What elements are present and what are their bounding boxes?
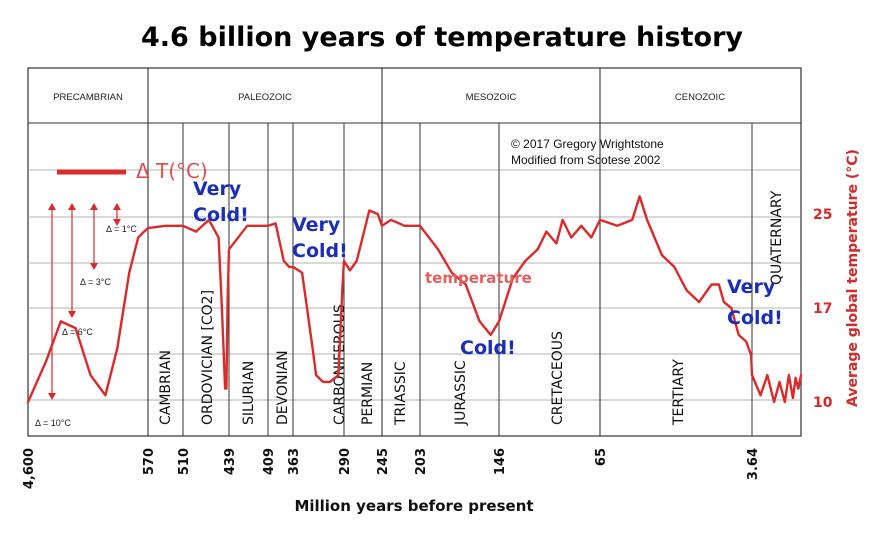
- delta-arrow-head: [48, 393, 56, 400]
- plot-frame: [27, 67, 802, 437]
- era-label: PRECAMBRIAN: [53, 92, 123, 103]
- credit-line-1: © 2017 Gregory Wrightstone: [511, 137, 664, 151]
- period-label: ORDOVICIAN [CO2]: [200, 290, 216, 425]
- period-label: TRIASSIC: [393, 361, 409, 426]
- y-tick-label: 17: [813, 301, 832, 317]
- y-axis-label: Average global temperature (°C): [845, 149, 861, 407]
- series-label: temperature: [425, 269, 532, 287]
- period-label: JURASSIC: [453, 360, 469, 426]
- period-label: DEVONIAN: [275, 350, 291, 425]
- x-tick-label: 409: [262, 448, 277, 475]
- plot-border: [27, 67, 802, 437]
- delta-arrow-head: [90, 203, 98, 210]
- delta-arrow-head: [48, 203, 56, 210]
- chart-title: 4.6 billion years of temperature history: [141, 22, 743, 53]
- delta-arrow-head: [68, 311, 76, 318]
- x-tick-label: 363: [287, 448, 302, 475]
- credit-line-2: Modified from Scotese 2002: [511, 153, 661, 167]
- delta-label: Δ = 10°C: [35, 418, 71, 428]
- annotation-very-3: Very: [727, 276, 776, 298]
- era-label: MESOZOIC: [466, 92, 517, 103]
- period-label: TERTIARY: [671, 359, 687, 426]
- x-tick-label: 65: [594, 448, 609, 466]
- period-label: SILURIAN: [241, 361, 257, 425]
- era-label: PALEOZOIC: [238, 92, 292, 103]
- x-tick-label: 439: [223, 448, 238, 475]
- annotation-cold-4: Cold!: [460, 337, 516, 359]
- y-tick-labels: 25 17 10: [813, 207, 833, 411]
- delta-arrow-head: [113, 203, 121, 210]
- x-tick-labels: 4,600 570 510 439 409 363 290 245 203 146 65 3.64: [22, 448, 761, 489]
- x-tick-label: 3.64: [746, 448, 761, 480]
- x-axis-label: Million years before present: [294, 497, 533, 515]
- annotation-very-2: Very: [292, 214, 341, 236]
- period-label: CAMBRIAN: [158, 350, 174, 425]
- era-label: CENOZOIC: [675, 92, 725, 103]
- x-tick-label: 203: [414, 448, 429, 475]
- x-tick-label: 290: [338, 448, 353, 475]
- delta-arrow-head: [90, 263, 98, 270]
- period-label: CRETACEOUS: [550, 331, 566, 425]
- period-label: PERMIAN: [360, 362, 376, 425]
- delta-arrow-head: [68, 203, 76, 210]
- annotation-very-1: Very: [193, 178, 242, 200]
- x-tick-label: 570: [142, 448, 157, 475]
- x-tick-label: 245: [376, 448, 391, 475]
- annotation-cold-2: Cold!: [292, 240, 348, 262]
- x-tick-label: 146: [493, 448, 508, 475]
- y-tick-label: 10: [813, 395, 833, 411]
- delta-arrow-head: [113, 219, 121, 226]
- delta-label: Δ = 3°C: [80, 277, 111, 287]
- annotation-cold-3: Cold!: [727, 307, 783, 329]
- era-header: PRECAMBRIAN PALEOZOIC MESOZOIC CENOZOIC: [53, 92, 725, 103]
- x-tick-label: 510: [177, 448, 192, 475]
- y-tick-label: 25: [813, 207, 832, 223]
- annotation-cold-1: Cold!: [193, 204, 249, 226]
- period-label: QUATERNARY: [769, 190, 785, 285]
- x-tick-label: 4,600: [22, 448, 37, 489]
- temperature-line: [26, 195, 803, 404]
- delta-scale: Δ T(°C)Δ = 1°CΔ = 3°CΔ = 6°CΔ = 10°C: [35, 159, 208, 428]
- legend-label: Δ T(°C): [136, 159, 208, 183]
- delta-label: Δ = 1°C: [106, 224, 137, 234]
